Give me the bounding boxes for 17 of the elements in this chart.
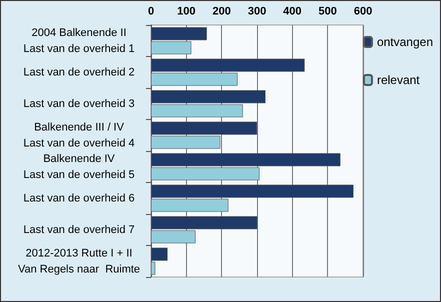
x-tick-label: 300 (248, 6, 266, 18)
x-tick-label: 100 (177, 6, 196, 18)
legend-label: ontvangen (376, 35, 434, 49)
x-tick-label: 200 (212, 6, 231, 18)
x-tick-label: 500 (318, 6, 337, 18)
y-tick-label: Last van de overheid 6 (23, 192, 135, 204)
y-tick-label: Balkenende III / IV Last van de overheid 4 (23, 121, 135, 150)
y-tick-label: Balkenende IV Last van de overheid 5 (23, 152, 135, 181)
x-tick-label: 600 (354, 6, 372, 18)
y-tick-label: Last van de overheid 7 (23, 224, 135, 236)
y-tick-label: 2012-2013 Rutte I + II Van Regels naar Ruimte (18, 247, 140, 276)
legend-label: relevant (376, 73, 420, 87)
x-tick-label: 0 (148, 6, 154, 18)
y-tick-label: 2004 Balkenende II Last van de overheid 1 (23, 26, 135, 55)
x-tick-label: 400 (283, 6, 302, 18)
y-tick-label: Last van de overheid 3 (23, 98, 135, 110)
y-tick-label: Last van de overheid 2 (23, 66, 135, 78)
